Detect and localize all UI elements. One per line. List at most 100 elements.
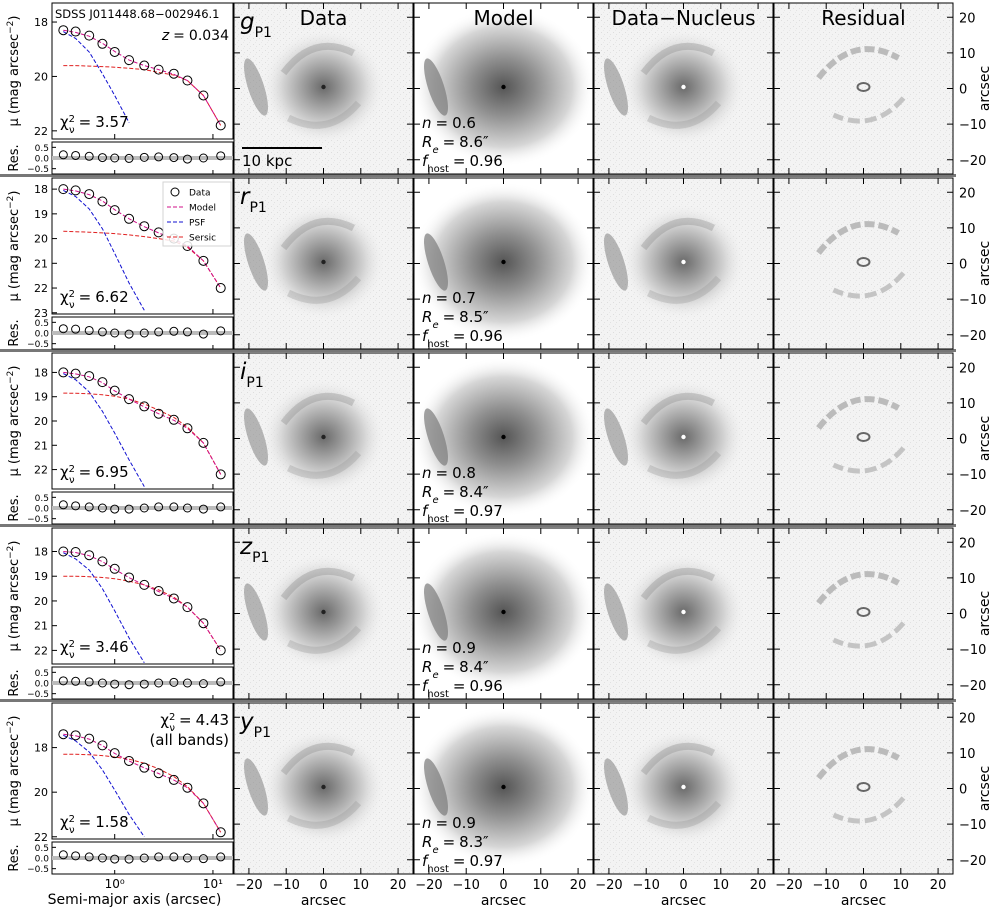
effective-radius-part: ″ [483, 133, 489, 151]
res-y-tick-label: 0.5 [35, 319, 49, 329]
image-x-tick-label: −10 [632, 878, 659, 893]
host-fraction-part: host [427, 514, 449, 525]
res-axis-label: Res. [7, 844, 22, 871]
residual-point [154, 678, 164, 688]
effective-radius-part: 8.4 [459, 658, 483, 676]
chi2-label-part: χ [60, 638, 69, 656]
nucleus [681, 434, 686, 440]
effective-radius: Re = 8.4″ [422, 483, 489, 506]
image-y-tick-label: 20 [959, 536, 976, 551]
profile-model [63, 733, 222, 833]
nucleus [501, 784, 506, 790]
residual-point [182, 678, 192, 688]
residual-point [216, 677, 226, 687]
residual-point [198, 504, 208, 514]
host-fraction-part: f [422, 502, 430, 520]
nucleus [681, 259, 686, 265]
y-axis-label-part: μ (mag arcsec [7, 384, 22, 477]
effective-radius-part: e [432, 495, 438, 506]
residual-arm [832, 621, 906, 649]
redshift: z = 0.034 [161, 28, 229, 44]
data-point [153, 64, 164, 75]
image-y-tick-label: 10 [959, 572, 976, 587]
residual-point [169, 677, 179, 687]
image-y-tick-label: 0 [959, 608, 967, 623]
spiral-arm [280, 217, 356, 251]
host-fraction-part: = [453, 852, 466, 870]
band-label: gP1 [240, 9, 272, 41]
data-point [182, 782, 193, 793]
nucleus [501, 609, 506, 615]
nucleus [321, 784, 326, 790]
residual-point [169, 502, 179, 512]
scale-bar-label: 10 kpc [242, 152, 292, 170]
res-y-tick-label: −0.5 [27, 515, 49, 525]
residual-point [216, 151, 226, 161]
nucleus [501, 84, 506, 90]
y-tick-label: 20 [34, 70, 48, 83]
y-axis-label-part: ) [7, 366, 22, 371]
image-y-tick-label: −20 [959, 504, 986, 519]
legend-label: Data [189, 189, 211, 199]
data-point [139, 401, 150, 412]
y-axis-label-part: −2 [6, 196, 16, 209]
data-point [97, 556, 108, 567]
residual-point [58, 500, 68, 510]
column-title: Data−Nucleus [611, 6, 755, 30]
image-y-tick-label: 0 [959, 258, 967, 273]
sersic-index-part: = [436, 639, 449, 657]
residual-core [856, 432, 871, 442]
res-axis-label: Res. [7, 319, 22, 346]
data-point [182, 423, 193, 434]
chi2-label-part: χ [60, 288, 69, 306]
image-y-tick-label: −10 [959, 468, 986, 483]
host-fraction-part: 0.96 [469, 152, 502, 170]
data-point [70, 185, 81, 196]
residual-point [139, 152, 149, 162]
companion-galaxy [244, 408, 268, 466]
effective-radius-part: = [443, 483, 456, 501]
y-tick-label: 19 [34, 391, 48, 404]
residual-arm [832, 271, 906, 299]
spiral-arm [646, 800, 722, 829]
chi2-label: χ2 ν = 1.58 [60, 813, 129, 836]
effective-radius-part: ″ [483, 658, 489, 676]
y-tick-label: 20 [34, 786, 48, 799]
host-fraction-part: 0.96 [469, 327, 502, 345]
image-y-tick-label: 10 [959, 222, 976, 237]
residual-arm [832, 446, 906, 474]
image-y-tick-label: −20 [959, 329, 986, 344]
data-point [139, 579, 150, 590]
band-label: zP1 [239, 534, 269, 566]
profile-psf [63, 734, 145, 838]
row-separator [0, 699, 956, 702]
nucleus [681, 84, 686, 90]
spiral-arm [646, 625, 722, 654]
data-point [215, 120, 226, 131]
y-axis-label-part: μ (mag arcsec [7, 734, 22, 827]
res-y-tick-label: 0.0 [35, 505, 50, 515]
band-label-part: y [239, 709, 254, 735]
sersic-index: n = 0.7 [422, 289, 476, 307]
profile-sersic [63, 753, 222, 833]
chi2-label: χ2 ν = 6.95 [60, 463, 129, 486]
nucleus [501, 434, 506, 440]
residual-point [182, 853, 192, 863]
profile-psf [63, 552, 145, 664]
companion-galaxy [424, 58, 448, 116]
host-fraction: fhost = 0.96 [422, 327, 503, 350]
image-y-tick-label: 10 [959, 747, 976, 762]
sersic-index: n = 0.8 [422, 464, 476, 482]
host-fraction-part: = [453, 152, 466, 170]
redshift-part: = [173, 28, 185, 44]
residual-point [198, 329, 208, 339]
image-x-tick-label: −20 [235, 878, 262, 893]
data-point [109, 205, 120, 216]
y-tick-label: 22 [34, 282, 48, 295]
image-y-tick-label: 0 [959, 83, 967, 98]
residual-point [71, 501, 81, 511]
chi2-label-part: = [79, 638, 92, 656]
res-y-tick-label: 0.0 [35, 155, 50, 165]
profile-psf [63, 189, 145, 311]
image-y-tick-label: 10 [959, 397, 976, 412]
